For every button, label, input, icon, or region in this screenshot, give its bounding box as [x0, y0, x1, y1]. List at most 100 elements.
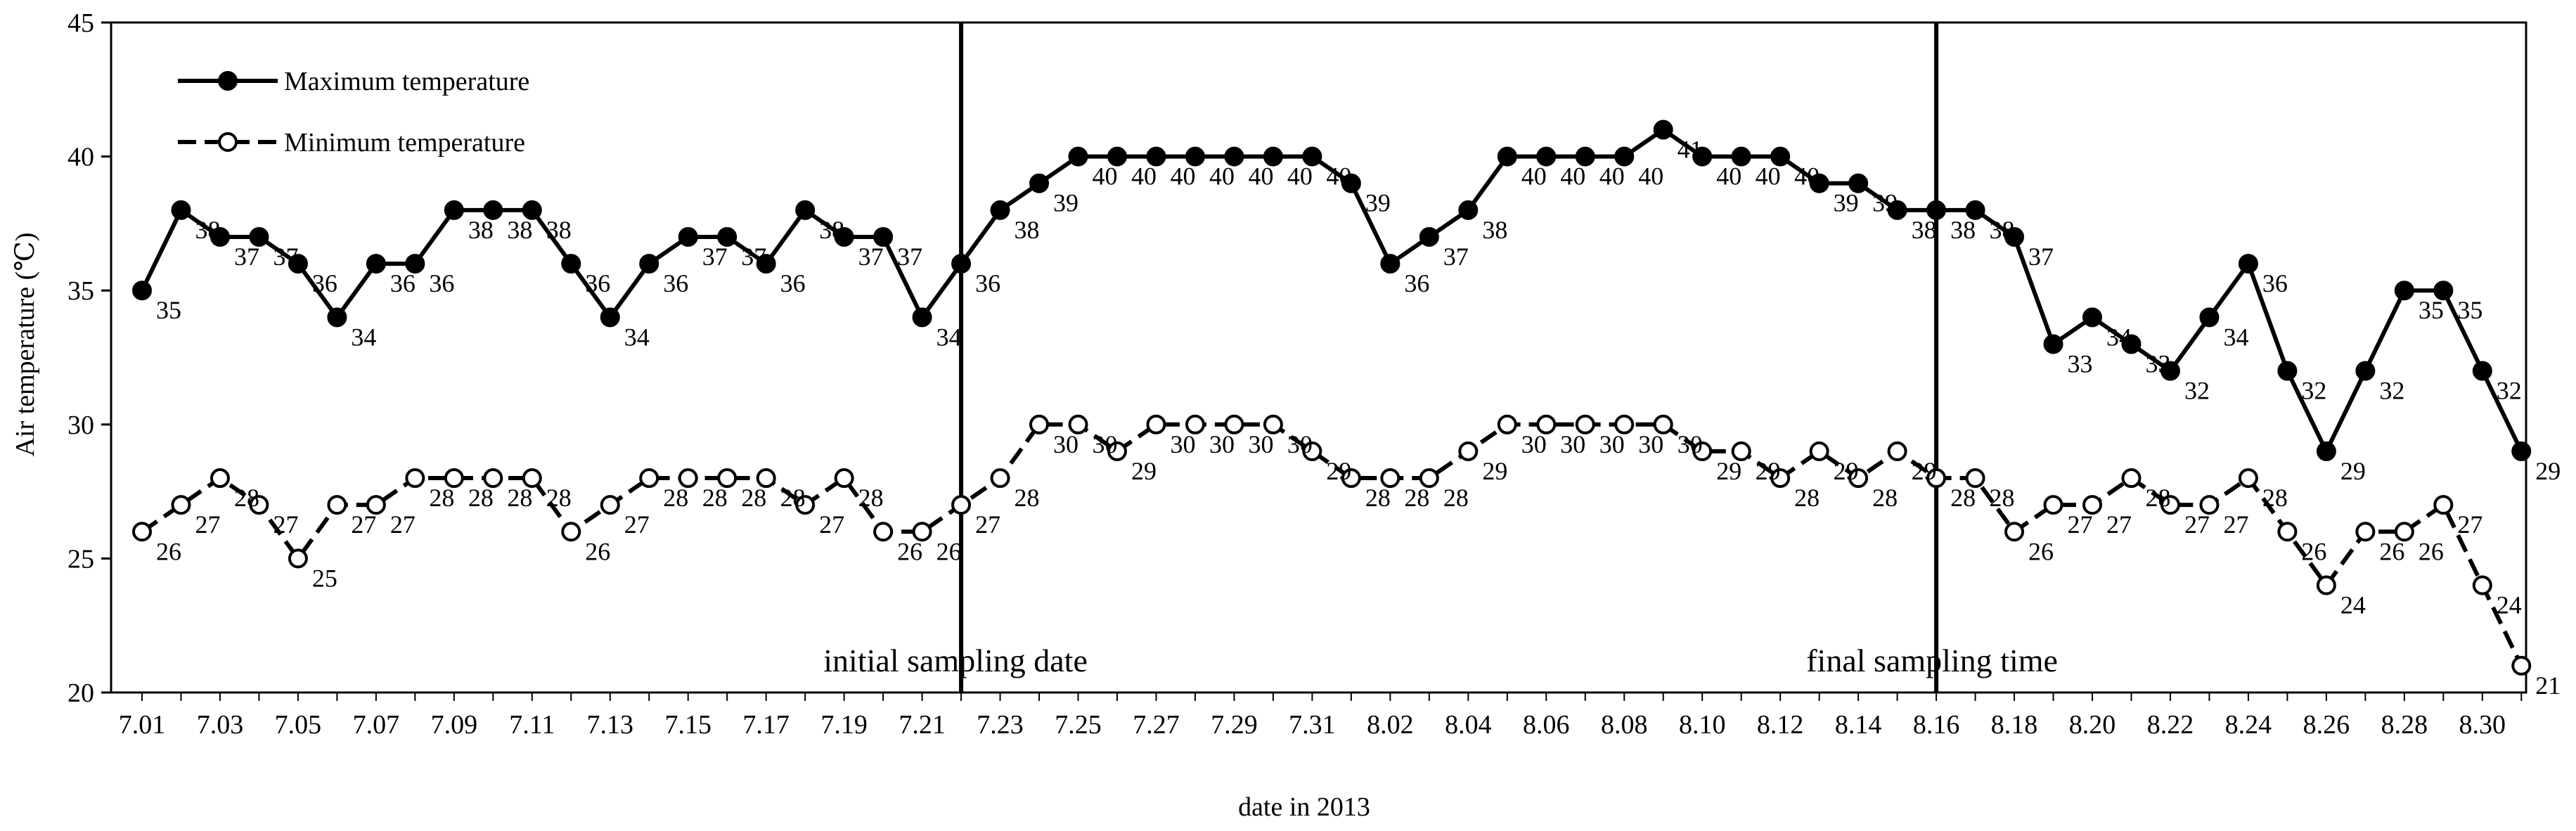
max-temperature-point	[2004, 226, 2025, 247]
min-temperature-label: 29	[1834, 457, 1859, 485]
max-temperature-point	[912, 307, 932, 328]
max-temperature-label: 39	[1053, 189, 1078, 217]
max-temperature-label: 40	[1326, 162, 1351, 191]
max-temperature-point	[1731, 146, 1751, 167]
max-temperature-point	[2199, 307, 2220, 328]
max-temperature-label: 37	[2028, 243, 2054, 271]
x-tick-label: 8.04	[1445, 710, 1492, 740]
max-temperature-point	[2082, 307, 2102, 328]
max-temperature-point	[1224, 146, 1244, 167]
min-temperature-label: 27	[2184, 510, 2210, 539]
legend-label: Minimum temperature	[284, 128, 525, 157]
max-temperature-point	[2316, 441, 2336, 461]
min-temperature-label: 27	[390, 510, 416, 539]
x-tick-label: 8.10	[1679, 710, 1726, 740]
min-temperature-label: 27	[195, 510, 220, 539]
x-tick-label: 8.30	[2459, 710, 2506, 740]
max-temperature-point	[1419, 226, 1439, 247]
y-tick-label: 20	[67, 678, 94, 708]
max-temperature-point	[678, 226, 698, 247]
min-temperature-label: 28	[702, 484, 728, 512]
x-tick-label: 8.02	[1367, 710, 1414, 740]
max-temperature-point	[1146, 146, 1166, 167]
max-temperature-label: 37	[741, 243, 766, 271]
max-temperature-label: 40	[1756, 162, 1781, 191]
min-temperature-label: 27	[2068, 510, 2093, 539]
min-temperature-point	[1107, 441, 1127, 461]
plot-frame	[110, 21, 2527, 694]
max-temperature-point	[756, 254, 776, 274]
max-temperature-point	[249, 226, 269, 247]
min-temperature-label: 30	[1170, 430, 1195, 458]
min-temperature-point	[2472, 575, 2492, 595]
min-temperature-point	[1068, 414, 1088, 434]
max-temperature-label: 40	[1794, 162, 1820, 191]
min-temperature-label: 29	[1326, 457, 1351, 485]
max-temperature-point	[1653, 120, 1673, 140]
max-temperature-label: 34	[351, 323, 376, 351]
max-temperature-point	[795, 200, 816, 220]
max-temperature-point	[1341, 173, 1361, 193]
max-temperature-point	[2043, 334, 2063, 354]
min-temperature-label: 28	[507, 484, 532, 512]
min-temperature-point	[132, 522, 152, 542]
min-temperature-point	[639, 468, 659, 489]
min-temperature-point	[1809, 441, 1829, 461]
max-temperature-label: 37	[1443, 243, 1469, 271]
min-temperature-point	[1848, 468, 1869, 489]
max-temperature-label: 36	[585, 269, 610, 297]
max-temperature-point	[2433, 281, 2454, 301]
max-temperature-point	[1614, 146, 1635, 167]
max-temperature-label: 41	[1677, 135, 1703, 163]
min-temperature-label: 26	[936, 537, 962, 565]
max-temperature-point	[1887, 200, 1907, 220]
x-axis-title: date in 2013	[1238, 792, 1370, 822]
x-tick-label: 7.03	[197, 710, 244, 740]
min-temperature-label: 30	[1677, 430, 1703, 458]
max-temperature-point	[1458, 200, 1479, 220]
min-temperature-point	[2043, 495, 2063, 515]
min-temperature-label: 28	[1015, 484, 1040, 512]
max-temperature-point	[1380, 254, 1400, 274]
x-tick-label: 7.13	[587, 710, 634, 740]
x-tick-label: 8.08	[1601, 710, 1648, 740]
min-temperature-point	[1692, 441, 1713, 461]
min-temperature-point	[288, 548, 308, 569]
x-tick-label: 7.05	[275, 710, 322, 740]
max-temperature-point	[405, 254, 425, 274]
min-temperature-label: 26	[897, 537, 922, 565]
min-temperature-label: 28	[429, 484, 454, 512]
max-temperature-point	[951, 254, 972, 274]
min-temperature-label: 28	[858, 484, 884, 512]
min-temperature-label: 30	[1560, 430, 1585, 458]
x-tick-label: 7.25	[1055, 710, 1102, 740]
x-tick-label: 7.29	[1211, 710, 1258, 740]
max-temperature-point	[2472, 361, 2492, 381]
min-temperature-point	[1653, 414, 1673, 434]
max-temperature-label: 36	[312, 269, 337, 297]
x-tick-label: 7.31	[1289, 710, 1336, 740]
x-tick-label: 8.12	[1757, 710, 1804, 740]
min-temperature-point	[1887, 441, 1907, 461]
max-temperature-point	[1185, 146, 1205, 167]
min-temperature-point	[2004, 522, 2025, 542]
min-temperature-point	[1146, 414, 1166, 434]
max-temperature-label: 38	[1015, 216, 1040, 244]
x-tick-label: 7.23	[977, 710, 1024, 740]
min-temperature-label: 24	[2340, 591, 2366, 619]
max-temperature-label: 32	[2379, 377, 2404, 405]
max-temperature-label: 34	[2106, 323, 2132, 351]
min-temperature-label: 30	[1053, 430, 1078, 458]
max-temperature-label: 40	[1093, 162, 1118, 191]
x-tick-label: 7.09	[431, 710, 478, 740]
max-temperature-point	[483, 200, 503, 220]
max-temperature-label: 40	[1170, 162, 1195, 191]
max-temperature-point	[1926, 200, 1947, 220]
min-temperature-point	[171, 495, 191, 515]
max-temperature-point	[2355, 361, 2376, 381]
x-tick-label: 7.01	[119, 710, 166, 740]
x-tick-label: 7.17	[742, 710, 790, 740]
max-temperature-point	[327, 307, 347, 328]
min-temperature-label: 26	[2379, 537, 2404, 565]
sampling-annotation: final sampling time	[1806, 643, 2058, 678]
